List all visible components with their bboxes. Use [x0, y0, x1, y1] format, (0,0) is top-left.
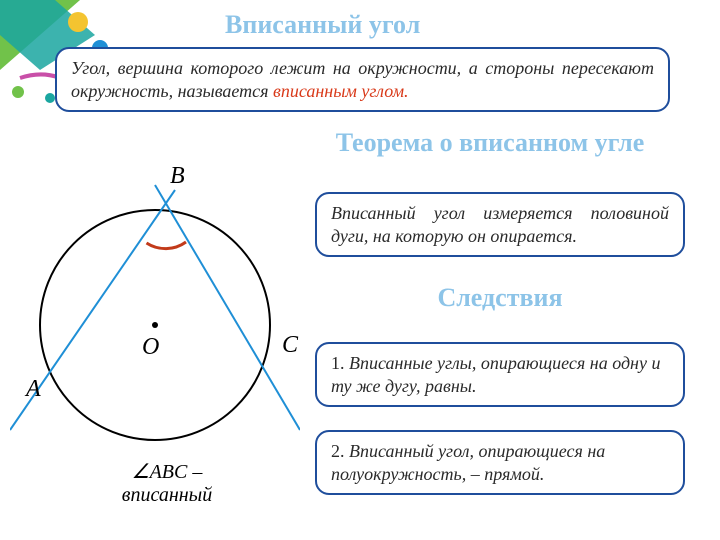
- corollary-1-num: 1.: [331, 353, 349, 373]
- corollary-2-num: 2.: [331, 441, 349, 461]
- label-A: A: [26, 376, 41, 403]
- label-C: C: [282, 332, 298, 359]
- corollary-2-callout: 2. Вписанный угол, опирающиеся на полуок…: [315, 430, 685, 495]
- theorem-callout: Вписанный угол измеряется половиной дуги…: [315, 192, 685, 257]
- theorem-title: Теорема о вписанном угле: [290, 128, 690, 158]
- diagram-caption: ∠ABC – вписанный: [92, 461, 242, 507]
- label-B: B: [170, 163, 185, 190]
- main-title: Вписанный угол: [225, 10, 420, 40]
- corollary-1-callout: 1. Вписанные углы, опирающиеся на одну и…: [315, 342, 685, 407]
- corollary-2-text: Вписанный угол, опирающиеся на полуокруж…: [331, 441, 605, 484]
- corollary-1-text: Вписанные углы, опирающиеся на одну и ту…: [331, 353, 660, 396]
- label-O: O: [142, 334, 159, 361]
- definition-callout: Угол, вершина которого лежит на окружнос…: [55, 47, 670, 112]
- definition-term: вписанным углом.: [273, 81, 409, 101]
- inscribed-angle-diagram: [10, 180, 300, 470]
- corollaries-title: Следствия: [370, 283, 630, 313]
